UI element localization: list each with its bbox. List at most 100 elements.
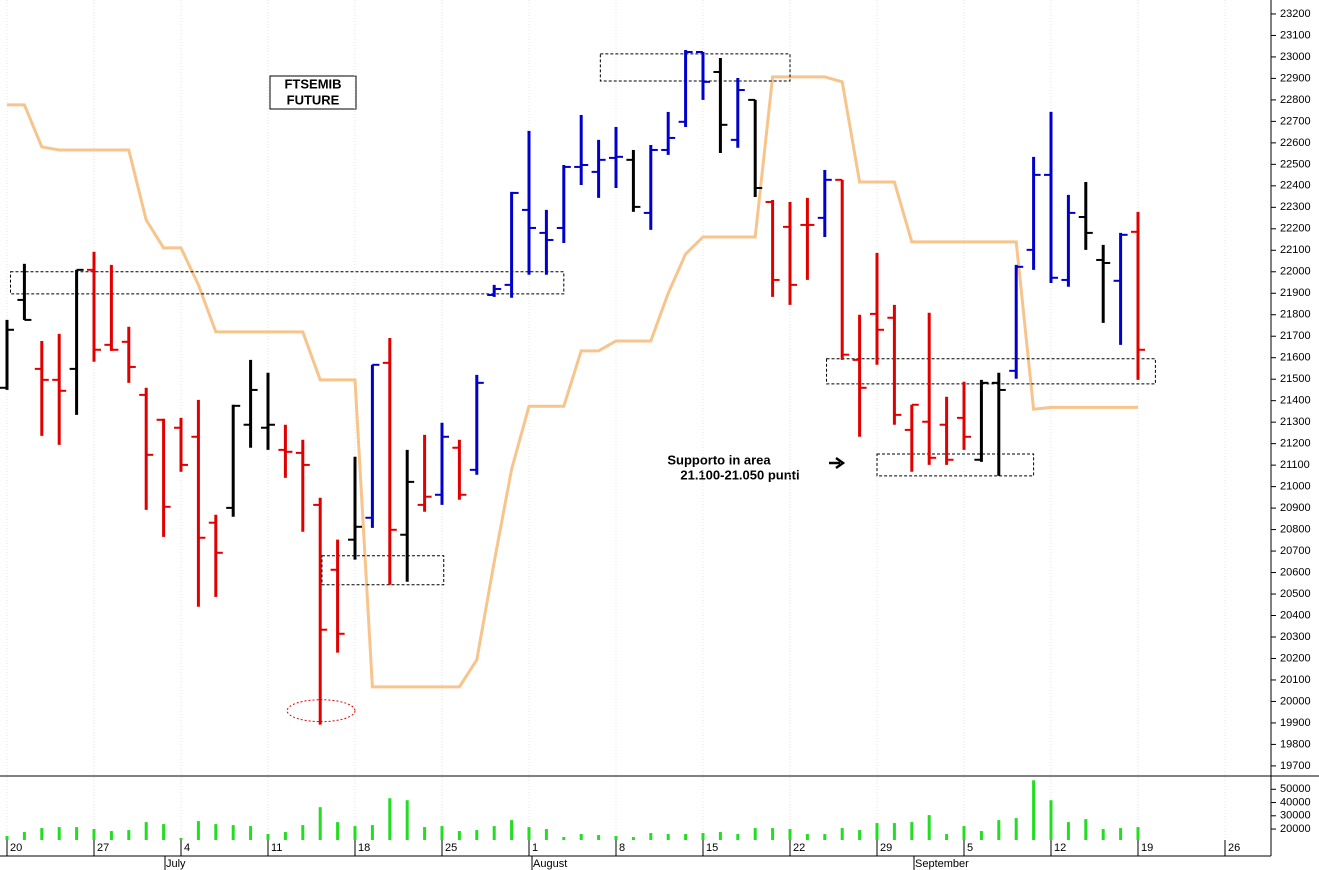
volume-bar — [805, 834, 809, 840]
volume-bar — [440, 826, 444, 840]
y-tick-label: 20200 — [1280, 652, 1311, 664]
volume-bar — [1136, 827, 1140, 840]
y-tick-label: 21100 — [1280, 459, 1310, 471]
y-tick-label: 21600 — [1280, 352, 1311, 364]
y-tick-label: 21500 — [1280, 373, 1311, 385]
y-tick-label: 20700 — [1280, 545, 1311, 557]
volume-bar — [771, 828, 775, 840]
volume-bar — [701, 833, 705, 840]
volume-bar — [109, 831, 113, 840]
month-label: September — [915, 858, 969, 870]
volume-bar — [666, 834, 670, 840]
y-tick-label: 22900 — [1280, 72, 1311, 84]
volume-bar — [614, 836, 618, 840]
volume-bar — [962, 826, 966, 840]
volume-bar — [631, 837, 635, 840]
volume-bar — [823, 834, 827, 840]
volume-bar — [475, 830, 479, 840]
volume-bar — [910, 822, 914, 840]
y-tick-label: 23100 — [1280, 29, 1311, 41]
volume-bar — [579, 834, 583, 840]
zone-box — [321, 555, 445, 586]
volume-bar — [1084, 819, 1088, 840]
y-tick-label: 20000 — [1280, 823, 1311, 835]
volume-bar — [788, 829, 792, 840]
volume-bar — [875, 823, 879, 840]
x-tick-label: 15 — [706, 842, 718, 854]
y-tick-label: 22600 — [1280, 137, 1311, 149]
volume-bar — [979, 831, 983, 840]
volume-bar — [1119, 828, 1123, 840]
volume-bar — [423, 827, 427, 840]
volume-bar — [457, 831, 461, 840]
y-tick-label: 22300 — [1280, 201, 1311, 213]
x-tick-label: 26 — [1228, 842, 1240, 854]
chart-title: FTSEMIB — [284, 76, 341, 91]
volume-bar — [492, 826, 496, 840]
volume-bar — [214, 824, 218, 840]
volume-bar — [249, 826, 253, 840]
volume-bar — [370, 825, 374, 840]
y-tick-label: 22700 — [1280, 115, 1311, 127]
zone-box — [9, 271, 565, 295]
volume-bar — [127, 830, 131, 840]
volume-bar — [22, 832, 26, 840]
y-tick-label: 22800 — [1280, 94, 1311, 106]
volume-bar — [927, 815, 931, 840]
volume-bar — [336, 822, 340, 840]
y-tick-label: 20500 — [1280, 588, 1311, 600]
volume-bar — [1014, 818, 1018, 840]
x-tick-label: 5 — [967, 842, 973, 854]
volume-bar — [353, 826, 357, 840]
y-tick-label: 23000 — [1280, 51, 1311, 63]
x-tick-label: 22 — [793, 842, 805, 854]
overlay-line — [7, 75, 1138, 689]
title-box — [269, 75, 357, 110]
volume-bar — [179, 838, 183, 840]
x-tick-label: 27 — [97, 842, 109, 854]
y-tick-label: 21000 — [1280, 481, 1311, 493]
volume-bar — [718, 832, 722, 840]
month-label: July — [166, 858, 186, 870]
y-tick-label: 21800 — [1280, 309, 1311, 321]
y-tick-label: 50000 — [1280, 783, 1311, 795]
month-label: August — [533, 858, 567, 870]
x-tick-label: 18 — [358, 842, 370, 854]
volume-bar — [753, 828, 757, 840]
volume-bar — [405, 800, 409, 840]
x-tick-label: 4 — [184, 842, 190, 854]
y-tick-label: 22500 — [1280, 158, 1311, 170]
x-tick-label: 12 — [1054, 842, 1066, 854]
volume-bar — [318, 807, 322, 840]
y-tick-label: 21400 — [1280, 395, 1311, 407]
y-tick-label: 21200 — [1280, 438, 1311, 450]
y-tick-label: 21900 — [1280, 287, 1311, 299]
annotation: Supporto in area — [667, 452, 771, 467]
volume-bar — [40, 828, 44, 840]
y-tick-label: 20300 — [1280, 631, 1311, 643]
y-tick-label: 20900 — [1280, 502, 1311, 514]
y-tick-label: 20600 — [1280, 566, 1311, 578]
volume-bar — [231, 825, 235, 840]
volume-bar — [1066, 822, 1070, 840]
volume-bar — [997, 820, 1001, 840]
zone-box — [826, 358, 1156, 385]
volume-bar — [5, 836, 9, 840]
volume-bar — [736, 834, 740, 840]
volume-bar — [858, 830, 862, 840]
y-tick-label: 20000 — [1280, 695, 1311, 707]
x-tick-label: 19 — [1141, 842, 1153, 854]
y-tick-label: 30000 — [1280, 810, 1311, 822]
y-tick-label: 20800 — [1280, 523, 1311, 535]
y-tick-label: 22200 — [1280, 223, 1311, 235]
x-tick-label: 11 — [271, 842, 282, 854]
chart-title: FUTURE — [287, 92, 340, 107]
volume-bar — [92, 829, 96, 840]
volume-bar — [1032, 780, 1036, 840]
volume-bar — [527, 827, 531, 840]
volume-bar — [196, 821, 200, 840]
volume-bar — [892, 823, 896, 840]
volume-bar — [1101, 829, 1105, 840]
